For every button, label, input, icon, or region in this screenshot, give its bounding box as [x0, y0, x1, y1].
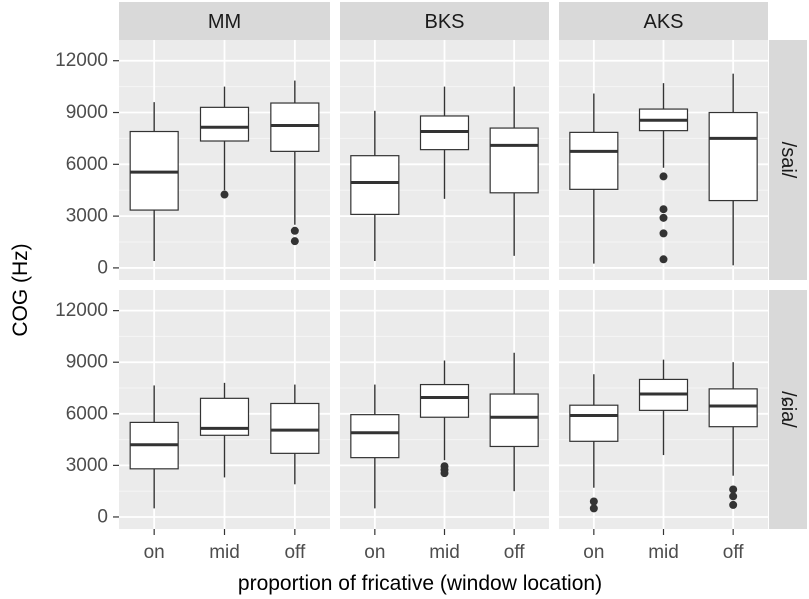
y-axis-title: COG (Hz) — [9, 243, 32, 336]
outlier-point — [220, 190, 229, 199]
iqr-box — [489, 393, 539, 448]
box-mm-off — [270, 384, 320, 485]
outlier-point — [659, 213, 668, 222]
y-tick-label: 3000 — [66, 455, 108, 476]
x-tick-label-off: off — [284, 542, 306, 563]
y-tick-label: 3000 — [66, 206, 108, 227]
panel-aks-row-2 — [559, 290, 768, 529]
strip-label-aks: AKS — [643, 11, 683, 33]
iqr-box — [350, 414, 400, 459]
strip-label-bks: BKS — [424, 11, 464, 33]
x-axis-title: proportion of fricative (window location… — [238, 572, 602, 595]
outlier-point — [659, 255, 668, 264]
outlier-point — [290, 226, 299, 235]
outlier-point — [589, 497, 598, 506]
panel-bks-row-2 — [340, 290, 549, 529]
strip-layer: MM BKS AKS/sai/ /ɕia/ — [119, 2, 807, 529]
outlier-point — [729, 492, 738, 501]
iqr-box — [270, 102, 320, 152]
panel-layer — [119, 40, 768, 529]
y-tick-label: 0 — [97, 506, 108, 527]
box-mm-mid — [199, 382, 250, 478]
strip-row-1 — [769, 40, 807, 280]
iqr-box — [489, 127, 539, 194]
panel-bks-row-1 — [340, 40, 549, 280]
box-bks-mid — [419, 360, 470, 478]
box-bks-mid — [419, 86, 470, 199]
x-tick-label-on: on — [583, 542, 604, 563]
box-mm-off — [270, 80, 320, 246]
strip-label-row-1: /sai/ — [777, 142, 799, 179]
x-tick-label-off: off — [723, 542, 745, 563]
x-tick-label-off: off — [504, 542, 526, 563]
x-tick-label-on: on — [144, 542, 165, 563]
iqr-box — [569, 131, 619, 190]
box-mm-mid — [199, 86, 250, 199]
strip-label-mm: MM — [208, 11, 241, 33]
box-bks-off — [489, 86, 539, 256]
box-mm-on — [129, 385, 179, 509]
iqr-box — [350, 155, 400, 215]
box-aks-on — [569, 93, 619, 264]
outlier-point — [589, 504, 598, 513]
box-aks-off — [708, 73, 758, 266]
axis-layer: 0 3000 6000 9000 12000 0 3000 6000 9000 12000 on mi… — [55, 50, 744, 563]
iqr-box — [708, 388, 758, 428]
panel-mm-row-1 — [119, 40, 330, 280]
y-tick-label: 0 — [97, 257, 108, 278]
panel-mm-row-2 — [119, 290, 330, 529]
strip-row-2 — [769, 290, 807, 529]
iqr-box — [270, 402, 320, 454]
outlier-point — [729, 500, 738, 509]
outlier-point — [290, 237, 299, 246]
iqr-box — [708, 111, 758, 202]
strip-aks — [559, 2, 768, 40]
y-tick-label: 9000 — [66, 102, 108, 123]
y-tick-label: 12000 — [55, 300, 108, 321]
x-tick-label-on: on — [364, 542, 385, 563]
iqr-box — [199, 106, 250, 142]
y-tick-label: 6000 — [66, 403, 108, 424]
iqr-box — [569, 404, 619, 442]
box-aks-mid — [638, 83, 689, 264]
outlier-point — [659, 229, 668, 238]
outlier-point — [729, 485, 738, 494]
x-tick-label-mid: mid — [209, 542, 240, 563]
strip-mm — [119, 2, 330, 40]
box-mm-on — [129, 102, 179, 262]
box-aks-mid — [638, 359, 689, 456]
outlier-point — [659, 172, 668, 181]
strip-label-row-2: /ɕia/ — [777, 391, 799, 428]
box-aks-off — [708, 362, 758, 509]
iqr-box — [419, 383, 470, 418]
outlier-point — [440, 469, 449, 478]
outlier-point — [659, 205, 668, 214]
x-tick-label-mid: mid — [429, 542, 460, 563]
panel-aks-row-1 — [559, 40, 768, 280]
box-bks-on — [350, 384, 400, 509]
y-tick-label: 9000 — [66, 352, 108, 373]
box-aks-on — [569, 374, 619, 513]
y-tick-label: 6000 — [66, 154, 108, 175]
strip-bks — [340, 2, 549, 40]
x-tick-label-mid: mid — [648, 542, 679, 563]
box-bks-off — [489, 352, 539, 492]
y-tick-label: 12000 — [55, 50, 108, 71]
box-bks-on — [350, 110, 400, 262]
